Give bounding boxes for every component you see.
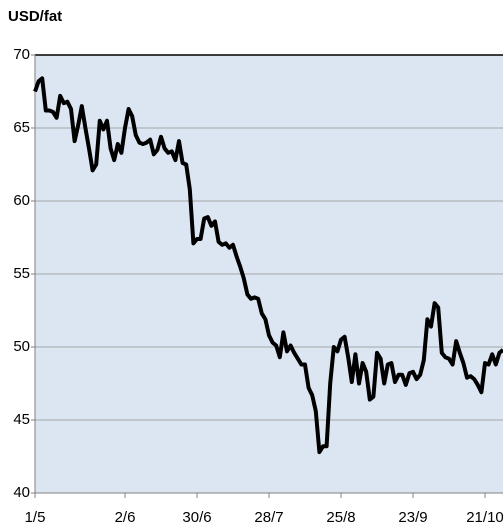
- x-tick-label: 25/8: [326, 509, 355, 526]
- y-tick-label: 70: [13, 46, 30, 63]
- y-tick-label: 40: [13, 484, 30, 501]
- y-tick-label: 50: [13, 338, 30, 355]
- x-tick-label: 28/7: [254, 509, 283, 526]
- x-tick-label: 30/6: [182, 509, 211, 526]
- x-tick-label: 23/9: [398, 509, 427, 526]
- x-tick-label: 2/6: [115, 509, 136, 526]
- x-tick-label: 1/5: [25, 509, 46, 526]
- y-tick-label: 65: [13, 119, 30, 136]
- y-tick-label: 60: [13, 192, 30, 209]
- line: [33, 76, 503, 455]
- chart-title: USD/fat: [8, 8, 62, 25]
- y-tick-label: 45: [13, 411, 30, 428]
- x-tick-label: 21/10: [466, 509, 503, 526]
- y-tick-label: 55: [13, 265, 30, 282]
